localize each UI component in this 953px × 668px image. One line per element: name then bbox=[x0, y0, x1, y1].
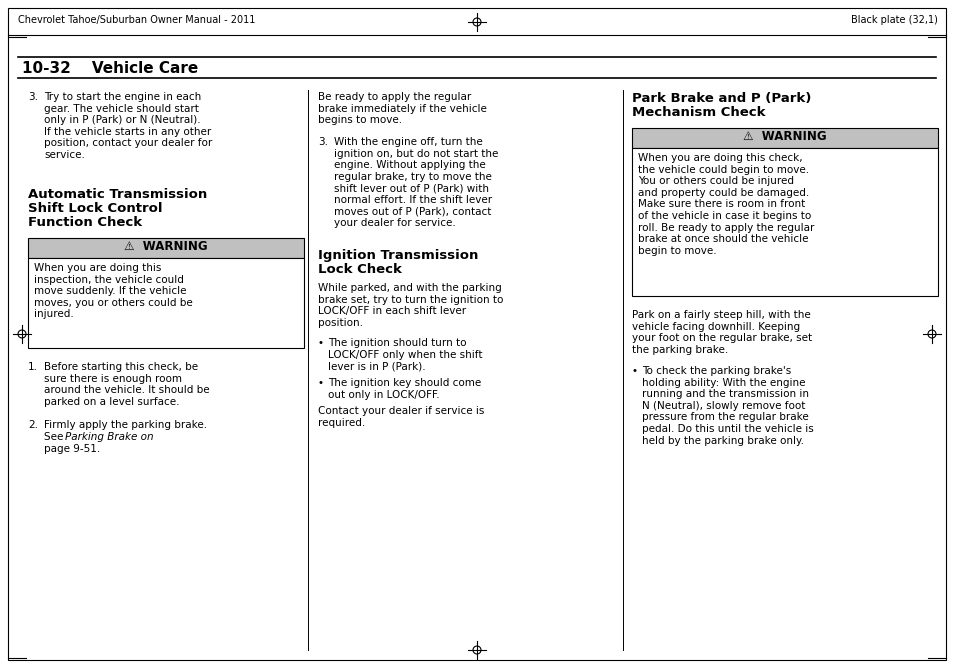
Text: See: See bbox=[44, 432, 67, 442]
Text: Firmly apply the parking brake.: Firmly apply the parking brake. bbox=[44, 420, 207, 430]
Text: page 9-51.: page 9-51. bbox=[44, 444, 100, 454]
Text: Park Brake and P (Park): Park Brake and P (Park) bbox=[631, 92, 810, 105]
Text: Park on a fairly steep hill, with the
vehicle facing downhill. Keeping
your foot: Park on a fairly steep hill, with the ve… bbox=[631, 310, 811, 355]
Bar bbox=[631, 148, 937, 296]
Text: •: • bbox=[317, 378, 324, 388]
Text: Before starting this check, be
sure there is enough room
around the vehicle. It : Before starting this check, be sure ther… bbox=[44, 362, 210, 407]
Text: To check the parking brake's
holding ability: With the engine
running and the tr: To check the parking brake's holding abi… bbox=[641, 366, 813, 446]
Text: 3.: 3. bbox=[317, 137, 328, 147]
Text: Parking Brake on: Parking Brake on bbox=[65, 432, 153, 442]
Text: The ignition key should come
out only in LOCK/OFF.: The ignition key should come out only in… bbox=[328, 378, 480, 399]
Text: 10-32    Vehicle Care: 10-32 Vehicle Care bbox=[22, 61, 198, 76]
Text: When you are doing this check,
the vehicle could begin to move.
You or others co: When you are doing this check, the vehic… bbox=[638, 153, 814, 256]
Text: Function Check: Function Check bbox=[28, 216, 142, 229]
Bar bbox=[28, 258, 304, 348]
Text: •: • bbox=[317, 338, 324, 348]
Bar bbox=[28, 238, 304, 258]
Text: Chevrolet Tahoe/Suburban Owner Manual - 2011: Chevrolet Tahoe/Suburban Owner Manual - … bbox=[18, 15, 255, 25]
Text: 3.: 3. bbox=[28, 92, 38, 102]
Text: Automatic Transmission: Automatic Transmission bbox=[28, 188, 207, 201]
Text: 2.: 2. bbox=[28, 420, 38, 430]
Text: ⚠  WARNING: ⚠ WARNING bbox=[124, 240, 208, 253]
Text: Lock Check: Lock Check bbox=[317, 263, 401, 276]
Text: 1.: 1. bbox=[28, 362, 38, 372]
Text: Contact your dealer if service is
required.: Contact your dealer if service is requir… bbox=[317, 406, 484, 428]
Text: When you are doing this
inspection, the vehicle could
move suddenly. If the vehi: When you are doing this inspection, the … bbox=[34, 263, 193, 319]
Text: Ignition Transmission: Ignition Transmission bbox=[317, 249, 477, 262]
Text: Try to start the engine in each
gear. The vehicle should start
only in P (Park) : Try to start the engine in each gear. Th… bbox=[44, 92, 212, 160]
Text: Black plate (32,1): Black plate (32,1) bbox=[850, 15, 937, 25]
Text: With the engine off, turn the
ignition on, but do not start the
engine. Without : With the engine off, turn the ignition o… bbox=[334, 137, 497, 228]
Text: •: • bbox=[631, 366, 638, 376]
Text: Shift Lock Control: Shift Lock Control bbox=[28, 202, 162, 215]
Text: Be ready to apply the regular
brake immediately if the vehicle
begins to move.: Be ready to apply the regular brake imme… bbox=[317, 92, 486, 125]
Text: ⚠  WARNING: ⚠ WARNING bbox=[742, 130, 826, 143]
Bar bbox=[631, 128, 937, 148]
Text: Mechanism Check: Mechanism Check bbox=[631, 106, 764, 119]
Text: The ignition should turn to
LOCK/OFF only when the shift
lever is in P (Park).: The ignition should turn to LOCK/OFF onl… bbox=[328, 338, 482, 371]
Text: While parked, and with the parking
brake set, try to turn the ignition to
LOCK/O: While parked, and with the parking brake… bbox=[317, 283, 503, 328]
